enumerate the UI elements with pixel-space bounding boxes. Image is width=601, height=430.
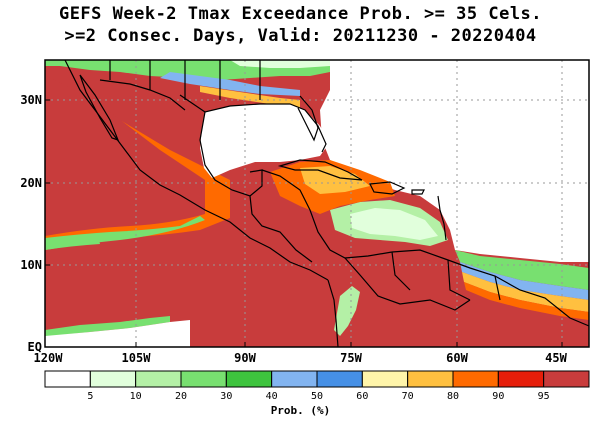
lon-label-60w: 60W: [446, 351, 468, 365]
borders-us-states: [109, 60, 261, 100]
coast-central-america-east: [261, 169, 393, 259]
coast-lesser-antilles: [437, 195, 447, 241]
colorbar-swatch: [271, 370, 318, 388]
colorbar-tick-label: 40: [266, 391, 278, 402]
lat-label-eq: EQ: [28, 340, 42, 354]
atlantic-blue-band: [460, 262, 589, 300]
colorbar-tick-label: 60: [356, 391, 368, 402]
map-title-line2: >=2 Consec. Days, Valid: 20211230 - 2022…: [64, 26, 537, 46]
atlantic-green-band: [455, 250, 589, 290]
north-blue-band: [160, 72, 300, 96]
colorbar-tick-label: 5: [87, 391, 93, 402]
cuba-yellow-area: [300, 166, 370, 194]
colorbar-swatch: [316, 370, 363, 388]
colorbar-swatch: [407, 370, 454, 388]
coast-hispaniola: [369, 181, 406, 195]
atlantic-ocean: [320, 60, 589, 262]
colorbar-swatch: [44, 370, 91, 388]
map-frame: [44, 59, 590, 348]
coast-puerto-rico: [411, 189, 425, 195]
colorbar-swatch: [452, 370, 499, 388]
colorbar-tick-label: 95: [538, 391, 550, 402]
colorbar-tick-label: 20: [175, 391, 187, 402]
gulf-of-mexico: [200, 104, 330, 178]
axis-ticks: [45, 99, 563, 347]
map-title-line1: GEFS Week-2 Tmax Exceedance Prob. >= 35 …: [58, 4, 543, 24]
colorbar-tick-label: 80: [447, 391, 459, 402]
lon-label-105w: 105W: [122, 351, 152, 365]
graticule: [45, 60, 589, 347]
lat-label-30n: 30N: [20, 93, 42, 107]
north-white-band: [230, 60, 330, 68]
north-yellow-band: [200, 86, 300, 108]
colorbar-tick-label: 50: [311, 391, 323, 402]
coast-gulf: [179, 94, 327, 153]
pacific-ne-green: [45, 216, 205, 250]
coast-cuba: [277, 159, 363, 181]
colorbar-tick-label: 30: [220, 391, 232, 402]
colorbar-swatch: [497, 370, 545, 388]
colorbar-swatch: [361, 370, 409, 388]
colorbar-title: Prob. (%): [270, 404, 331, 417]
coast-mexico-pacific: [64, 60, 329, 281]
coastlines: [64, 60, 589, 347]
caribbean-white: [350, 208, 438, 240]
lon-label-75w: 75W: [340, 351, 362, 365]
coast-gulf-mexico-west: [199, 111, 263, 197]
lon-label-45w: 45W: [545, 351, 567, 365]
coast-south-america-west: [327, 279, 339, 347]
lat-label-20n: 20N: [20, 176, 42, 190]
colorbar-tick-label: 10: [130, 391, 142, 402]
atlantic-orange-band: [464, 282, 589, 320]
colorbar-tick-label: 90: [492, 391, 504, 402]
lat-label-10n: 10N: [20, 258, 42, 272]
lon-label-120w: 120W: [34, 351, 64, 365]
colorbar: 5 10 20 30 40 50 60 70 80 90 95: [44, 370, 590, 402]
coast-florida: [297, 95, 319, 142]
colorbar-swatch: [180, 370, 227, 388]
lon-label-90w: 90W: [234, 351, 256, 365]
pacific-south-white: [45, 320, 190, 347]
probability-field: [45, 60, 589, 347]
colorbar-swatch: [543, 370, 590, 388]
colorbar-swatch: [135, 370, 182, 388]
colorbar-tick-label: 70: [402, 391, 414, 402]
colorbar-swatch: [225, 370, 273, 388]
colorbar-swatch: [89, 370, 137, 388]
pacific-south-green: [45, 316, 170, 336]
borders-south-america: [344, 251, 501, 311]
coast-baja: [79, 74, 120, 141]
amazon-green-strip: [334, 286, 360, 336]
borders-central-america: [249, 195, 313, 263]
pacific-north-cold: [45, 75, 205, 236]
